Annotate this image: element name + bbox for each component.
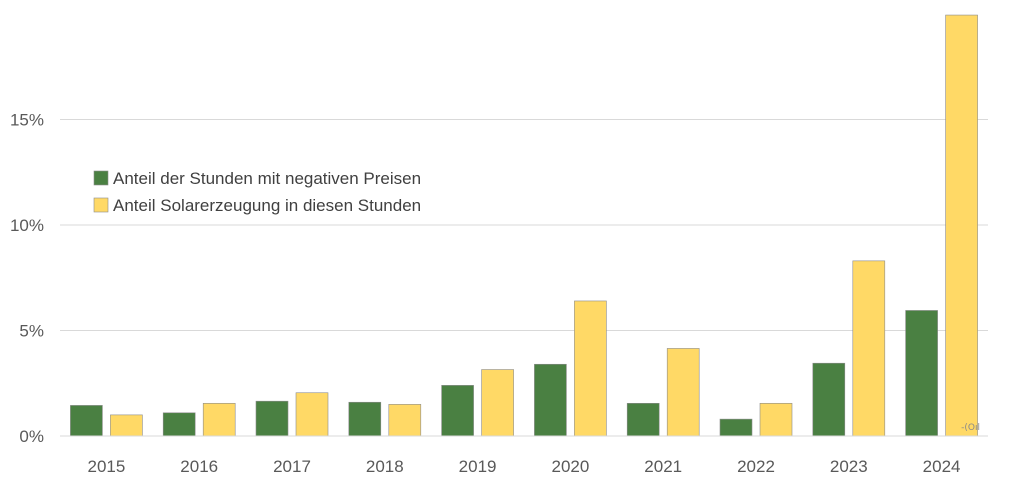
bar-series-2-2018	[388, 404, 422, 437]
y-tick-label: 5%	[19, 322, 44, 341]
bar-series-2-2016	[202, 402, 236, 437]
bar-series-1-2019	[441, 385, 474, 437]
legend: Anteil der Stunden mit negativen Preisen…	[93, 169, 421, 215]
bar-series-2-2015	[110, 414, 143, 437]
bar-series-1-2024	[905, 310, 938, 437]
bar-series-2-2023	[852, 260, 886, 437]
x-tick-label: 2018	[366, 457, 404, 476]
bar-series-2-2017	[295, 392, 329, 437]
x-tick-label: 2019	[459, 457, 497, 476]
bar-series-2-2019	[481, 369, 514, 437]
bar-series-2-2022	[759, 402, 793, 437]
bar-series-1-2016	[162, 412, 196, 437]
y-tick-label: 15%	[10, 111, 44, 130]
x-tick-label: 2022	[737, 457, 775, 476]
bar-series-1-2015	[70, 405, 103, 437]
bar-series-1-2021	[626, 402, 660, 437]
bar-series-2-2021	[666, 348, 700, 437]
legend-swatch-series-1	[93, 170, 109, 186]
x-tick-label: 2016	[180, 457, 218, 476]
x-axis-ticks: 2015 2016 2017 2018 2019 2020 2021 2022 2023 2024	[87, 457, 960, 476]
bar-series-2-2024	[945, 14, 978, 437]
legend-swatch-series-2	[93, 197, 109, 213]
x-tick-label: 2020	[551, 457, 589, 476]
x-tick-label: 2017	[273, 457, 311, 476]
bar-series-2-2020	[574, 300, 607, 437]
bar-series-1-2023	[812, 362, 846, 437]
bar-series-1-2022	[719, 418, 753, 437]
legend-label-series-1: Anteil der Stunden mit negativen Preisen	[113, 169, 421, 188]
bar-series-1-2017	[255, 400, 289, 437]
y-tick-label: 0%	[19, 427, 44, 446]
bar-series-1-2020	[534, 363, 567, 437]
gridlines	[60, 119, 988, 331]
watermark: -(Oıl	[961, 423, 980, 433]
x-tick-label: 2015	[87, 457, 125, 476]
y-axis-ticks: 0% 5% 10% 15%	[10, 111, 44, 447]
bars	[70, 14, 978, 437]
legend-label-series-2: Anteil Solarerzeugung in diesen Stunden	[113, 196, 421, 215]
y-tick-label: 10%	[10, 216, 44, 235]
x-tick-label: 2023	[830, 457, 868, 476]
x-tick-label: 2021	[644, 457, 682, 476]
x-tick-label: 2024	[923, 457, 961, 476]
bar-series-1-2018	[348, 401, 382, 437]
